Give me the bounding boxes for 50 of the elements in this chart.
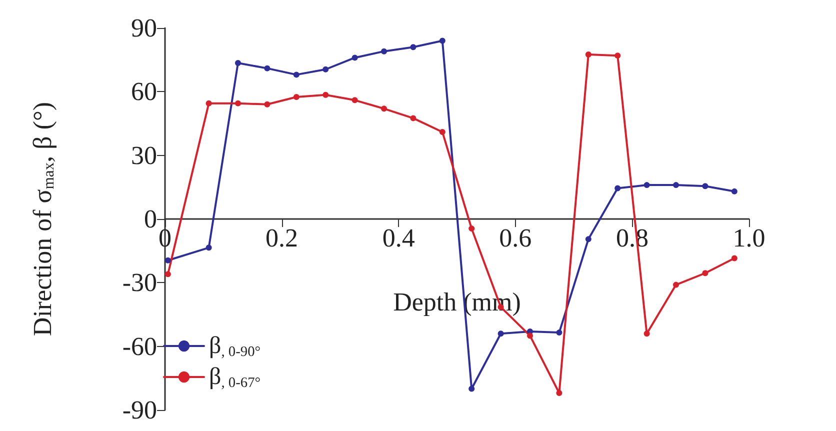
y-tick-label: 30 (131, 140, 157, 170)
point (673, 282, 679, 288)
point (702, 183, 708, 190)
point (381, 106, 387, 112)
point (293, 72, 300, 78)
x-tick-label: 0.2 (266, 224, 298, 252)
x-tick-label: 0.4 (382, 224, 415, 252)
point (702, 270, 708, 276)
point (439, 38, 446, 44)
point (206, 100, 212, 106)
point (556, 390, 562, 396)
point (439, 128, 446, 135)
point (614, 52, 621, 59)
point (293, 94, 300, 100)
x-tick-label: 1.0 (732, 224, 766, 252)
point (164, 271, 171, 278)
point (235, 60, 241, 66)
point (585, 236, 592, 242)
point (614, 185, 621, 192)
point (352, 97, 358, 104)
point (731, 255, 738, 262)
point (585, 52, 592, 58)
point (673, 182, 679, 188)
point (498, 330, 504, 337)
point (468, 386, 475, 392)
point (264, 101, 270, 108)
point (264, 65, 270, 72)
point (644, 330, 650, 337)
point (527, 332, 533, 339)
y-tick-label: -30 (122, 268, 157, 298)
point (410, 44, 416, 50)
point (410, 115, 416, 122)
y-tick-label: -90 (122, 396, 157, 424)
y-tick-label: -60 (122, 332, 157, 361)
point (206, 244, 212, 251)
y-tick-label: 90 (131, 14, 157, 42)
y-tick-label: 60 (131, 77, 157, 106)
point (644, 182, 650, 188)
point (235, 100, 241, 106)
point (322, 66, 329, 72)
point (381, 48, 387, 54)
point (322, 92, 329, 98)
point (164, 257, 171, 264)
y-axis-title: Direction of σmax, β (°) (28, 102, 58, 336)
x-tick-label: 0.6 (499, 224, 532, 252)
point (468, 226, 475, 232)
point (731, 188, 738, 194)
point (556, 330, 562, 336)
y-tick-label: 0 (144, 204, 157, 234)
point (352, 54, 358, 61)
